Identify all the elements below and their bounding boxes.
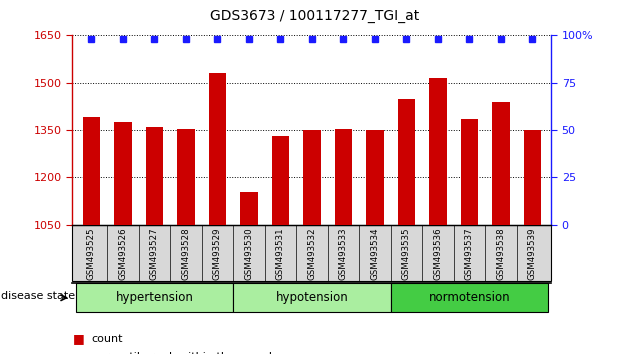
Text: disease state: disease state xyxy=(1,291,76,301)
Text: ■: ■ xyxy=(72,351,84,354)
Bar xyxy=(335,129,352,225)
Bar xyxy=(524,130,541,225)
Bar xyxy=(303,130,321,225)
Bar xyxy=(272,136,289,225)
Bar xyxy=(398,98,415,225)
Bar xyxy=(461,119,478,225)
Bar xyxy=(492,102,510,225)
Text: count: count xyxy=(91,334,123,344)
Text: ■: ■ xyxy=(72,332,84,345)
Text: normotension: normotension xyxy=(428,291,510,304)
Bar xyxy=(209,73,226,225)
Bar xyxy=(366,130,384,225)
Bar xyxy=(429,78,447,225)
Bar xyxy=(146,127,163,225)
Text: percentile rank within the sample: percentile rank within the sample xyxy=(91,352,279,354)
Bar xyxy=(177,129,195,225)
Bar xyxy=(83,118,100,225)
Text: GDS3673 / 100117277_TGI_at: GDS3673 / 100117277_TGI_at xyxy=(210,9,420,23)
Bar xyxy=(114,122,132,225)
Text: hypertension: hypertension xyxy=(115,291,193,304)
Text: hypotension: hypotension xyxy=(275,291,348,304)
Bar xyxy=(240,192,258,225)
